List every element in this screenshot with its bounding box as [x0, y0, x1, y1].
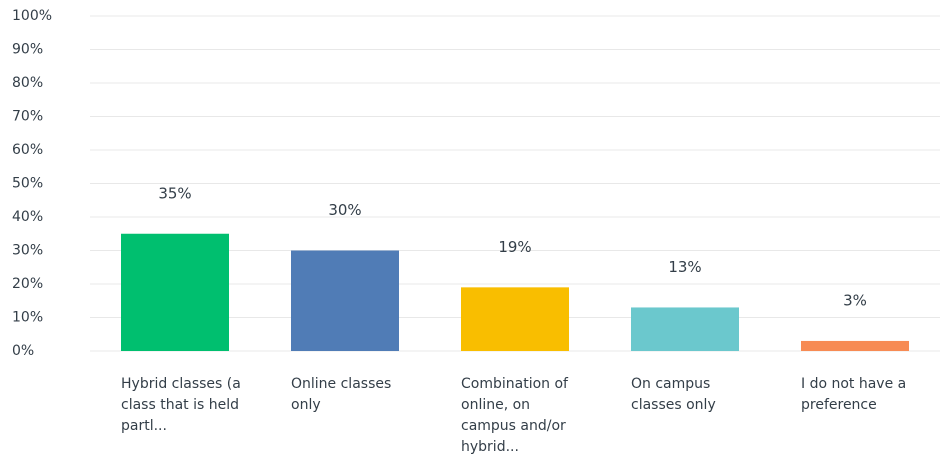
y-tick-label: 80% [12, 75, 43, 91]
y-tick-label: 60% [12, 142, 43, 158]
x-tick-label: Online classes only [291, 376, 392, 413]
bar [801, 340, 909, 351]
value-label: 19% [498, 238, 531, 256]
bar [461, 287, 569, 351]
x-tick-label: On campus classes only [631, 376, 716, 413]
x-tick-label: Hybrid classes (a class that is held par… [121, 376, 241, 434]
y-tick-label: 30% [12, 243, 43, 259]
value-label: 13% [668, 258, 701, 276]
bar [291, 250, 399, 351]
y-tick-label: 10% [12, 310, 43, 326]
y-tick-label: 20% [12, 276, 43, 292]
value-label: 35% [158, 184, 191, 202]
y-tick-label: 40% [12, 209, 43, 225]
y-tick-label: 0% [12, 343, 34, 359]
bar [121, 233, 229, 351]
y-tick-label: 50% [12, 176, 43, 192]
bar [631, 307, 739, 351]
x-tick-label: Combination of online, on campus and/or … [461, 376, 568, 455]
y-tick-label: 100% [12, 8, 52, 24]
value-label: 3% [843, 291, 867, 309]
x-tick-label: I do not have a preference [801, 376, 907, 413]
y-tick-label: 70% [12, 109, 43, 125]
y-tick-label: 90% [12, 42, 43, 58]
value-label: 30% [328, 201, 361, 219]
